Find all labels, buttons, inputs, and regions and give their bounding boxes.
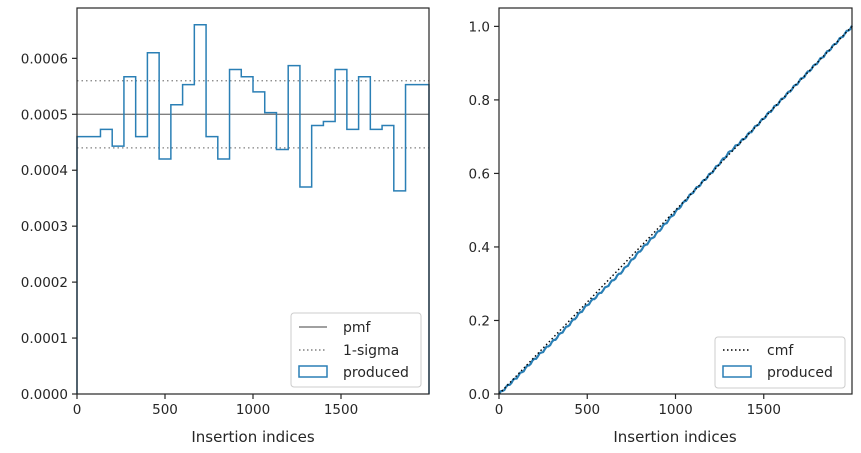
right-y-tick-label: 0.6 xyxy=(469,166,490,182)
right-marks xyxy=(498,25,853,395)
left-y-tick-label: 0.0006 xyxy=(21,51,68,67)
pmf-chart-panel: 0 500 1000 1500 0.00000.00010.00020.00030.0… xyxy=(21,7,430,446)
left-y-tick-label: 0.0002 xyxy=(21,275,68,291)
right-y-tick-label: 0.8 xyxy=(469,93,490,109)
right-y-tick-label: 1.0 xyxy=(469,19,490,35)
legend-produced-swatch-right xyxy=(722,365,752,378)
legend-sigma-label: 1-sigma xyxy=(343,343,399,359)
left-y-tick-label: 0.0001 xyxy=(21,331,68,347)
left-marks xyxy=(76,24,430,394)
left-y-tick-label: 0.0003 xyxy=(21,219,68,235)
left-x-axis-label: Insertion indices xyxy=(191,428,314,446)
right-legend: cmf produced xyxy=(714,336,846,389)
produced-histogram xyxy=(76,24,430,394)
left-y-ticks: 0.0000 0.0001 0.0002 0.0003 0.0004 0.0005 0.00… xyxy=(21,51,77,403)
right-x-tick-label: 1500 xyxy=(747,402,781,418)
legend-pmf-label: pmf xyxy=(343,320,372,336)
right-y-ticks: 0.0 0.2 0.4 0.6 0.8 1.0 xyxy=(469,19,499,403)
left-legend-box xyxy=(290,312,422,388)
left-y-tick-label: 0.0000 xyxy=(21,387,68,403)
right-x-tick-label: 500 xyxy=(574,402,600,418)
right-x-ticks: 0 500 1000 1500 xyxy=(495,394,781,418)
left-x-ticks: 0 500 1000 1500 xyxy=(73,394,358,418)
right-plot-area xyxy=(499,8,852,394)
legend-produced-swatch-left xyxy=(298,365,328,378)
right-x-tick-label: 0 xyxy=(495,402,504,418)
left-x-tick-label: 1500 xyxy=(324,402,358,418)
legend-produced-label-right: produced xyxy=(767,365,833,381)
right-y-tick-label: 0.4 xyxy=(469,240,490,256)
legend-produced-label-left: produced xyxy=(343,365,409,381)
left-legend: pmf 1-sigma produced xyxy=(290,312,422,388)
right-y-tick-label: 0.2 xyxy=(469,313,490,329)
right-x-axis-label: Insertion indices xyxy=(613,428,736,446)
left-y-tick-label: 0.0004 xyxy=(21,163,68,179)
right-x-tick-label: 1000 xyxy=(658,402,692,418)
cmf-line xyxy=(498,25,853,395)
left-x-tick-label: 500 xyxy=(152,402,178,418)
left-x-tick-label: 0 xyxy=(73,402,82,418)
left-y-tick-label: 0.0005 xyxy=(21,107,68,123)
legend-cmf-label: cmf xyxy=(767,343,794,359)
left-x-tick-label: 1000 xyxy=(236,402,270,418)
right-y-tick-label: 0.0 xyxy=(469,387,490,403)
cmf-chart-panel: 0 500 1000 1500 0.0 0.2 0.4 0.6 0.8 1.0 Insertio… xyxy=(469,7,853,446)
